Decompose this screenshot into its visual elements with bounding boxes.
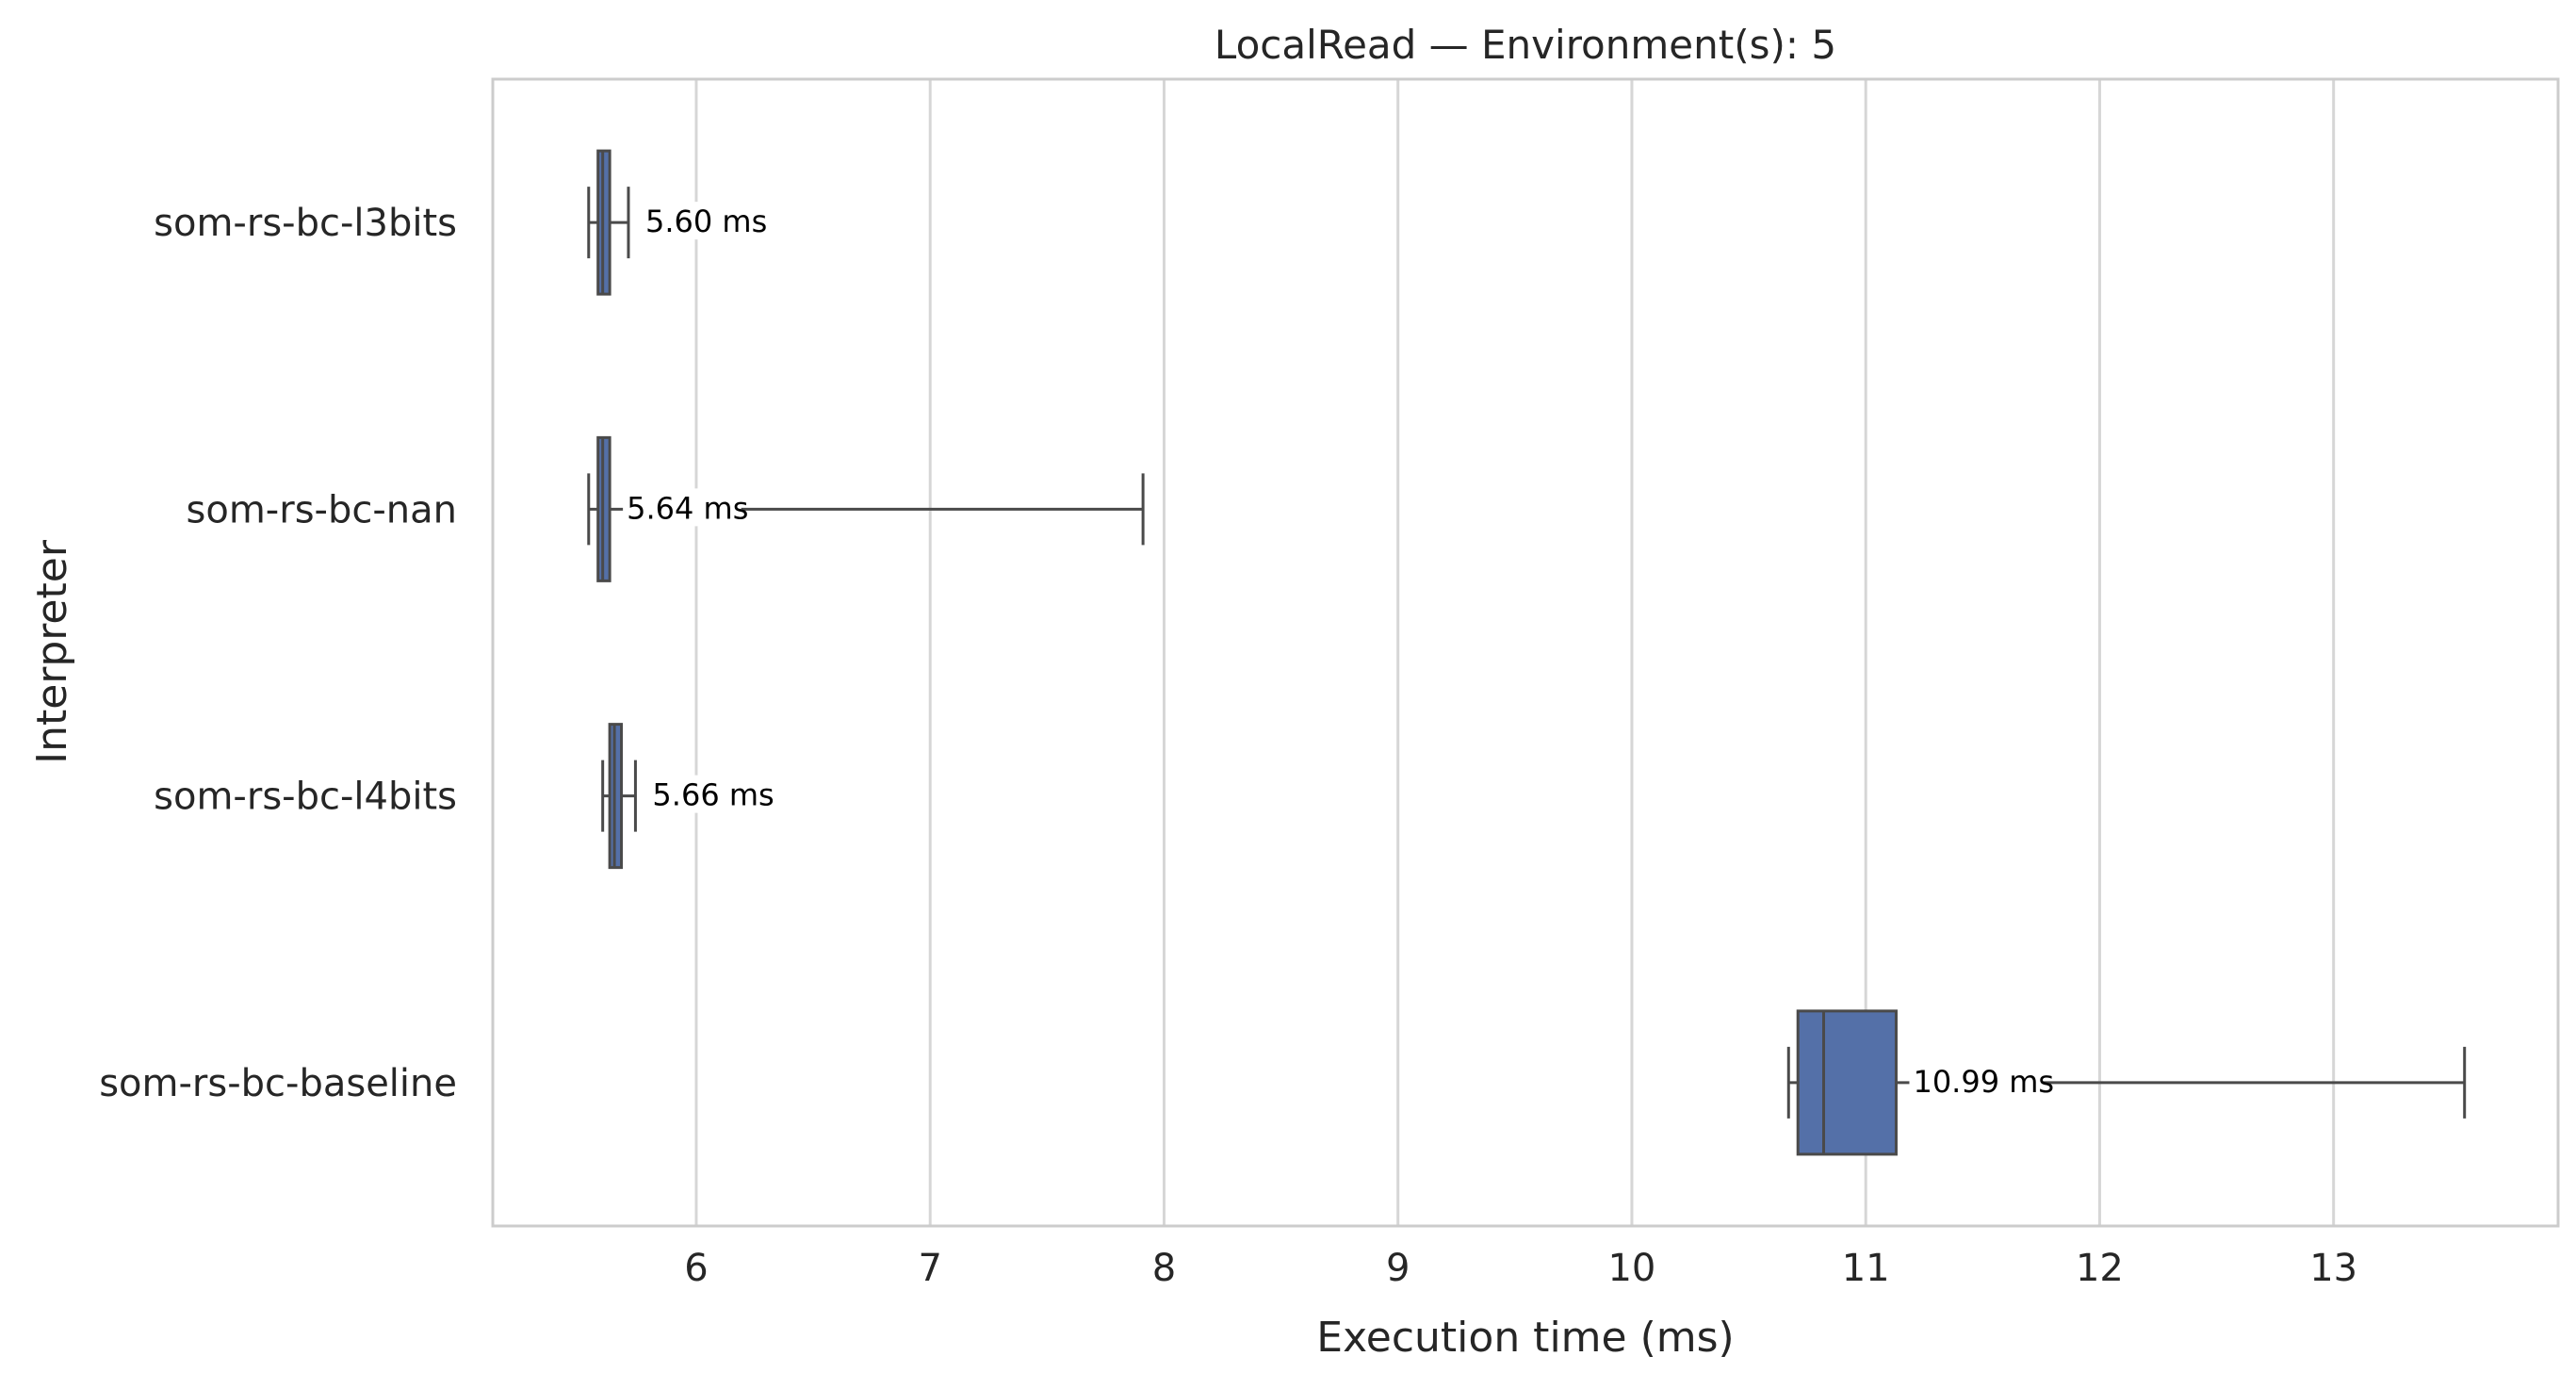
annotation-bg xyxy=(641,202,760,240)
plot-frame xyxy=(491,77,2560,1228)
median-annotation: 5.66 ms xyxy=(652,777,774,813)
box-som-rs-bc-l4bits: 5.66 ms xyxy=(601,723,774,870)
chart-title: LocalRead — Environment(s): 5 xyxy=(1215,22,1836,68)
box-som-rs-bc-l3bits: 5.60 ms xyxy=(587,149,767,296)
annotation-bg xyxy=(623,488,742,527)
box-series: 5.60 ms 5.64 ms 5.66 ms 10.99 ms xyxy=(587,149,2467,1156)
x-axis-label: Execution time (ms) xyxy=(1316,1314,1734,1362)
y-tick-label: som-rs-bc-baseline xyxy=(99,1062,457,1105)
x-tick-label: 8 xyxy=(1152,1247,1176,1290)
x-tick-label: 11 xyxy=(1842,1247,1890,1290)
annotation-bg xyxy=(1909,1061,2044,1100)
x-tick-label: 9 xyxy=(1386,1247,1410,1290)
median-annotation: 10.99 ms xyxy=(1913,1064,2054,1100)
annotation-bg xyxy=(648,775,767,813)
box-som-rs-bc-baseline: 10.99 ms xyxy=(1786,1009,2467,1156)
median-annotation: 5.64 ms xyxy=(627,490,748,526)
y-axis-label: Interpreter xyxy=(28,539,76,764)
x-tick-labels: 6 7 8 9 10 11 12 13 xyxy=(684,1247,2357,1290)
x-tick-label: 6 xyxy=(684,1247,708,1290)
y-tick-labels: som-rs-bc-l3bits som-rs-bc-nan som-rs-bc-l… xyxy=(99,202,457,1105)
box-som-rs-bc-nan: 5.64 ms xyxy=(587,435,1145,582)
x-tick-label: 10 xyxy=(1607,1247,1655,1290)
y-tick-label: som-rs-bc-l4bits xyxy=(154,776,457,819)
iqr-box xyxy=(1796,1009,1898,1156)
y-tick-label: som-rs-bc-l3bits xyxy=(154,202,457,245)
x-tick-label: 7 xyxy=(918,1247,941,1290)
median-annotation: 5.60 ms xyxy=(645,204,767,239)
y-tick-label: som-rs-bc-nan xyxy=(187,488,457,531)
x-tick-label: 13 xyxy=(2309,1247,2357,1290)
x-tick-label: 12 xyxy=(2076,1247,2124,1290)
grid-lines xyxy=(694,79,2336,1226)
